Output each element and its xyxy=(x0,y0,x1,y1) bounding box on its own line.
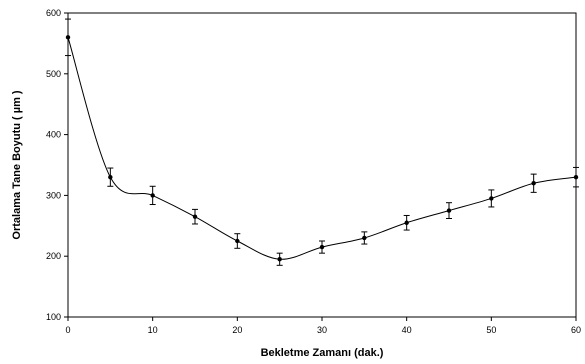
data-point xyxy=(65,35,71,40)
series-line xyxy=(67,37,577,260)
x-tick-label: 20 xyxy=(232,325,242,335)
data-point xyxy=(235,238,240,244)
y-tick-label: 100 xyxy=(46,312,61,322)
data-point xyxy=(531,181,536,186)
plot-frame xyxy=(67,12,577,318)
data-point xyxy=(489,196,494,201)
y-axis: 100 200 300 400 500 600 xyxy=(46,8,68,322)
x-tick-label: 40 xyxy=(402,325,412,335)
y-axis-title: Ortalama Tane Boyutu ( µm ) xyxy=(11,90,23,239)
x-axis-title: Bekletme Zamanı (dak.) xyxy=(261,347,384,359)
y-tick-label: 200 xyxy=(46,251,61,261)
plot-area xyxy=(67,12,577,318)
x-tick-label: 50 xyxy=(486,325,496,335)
x-tick-label: 0 xyxy=(65,325,70,335)
data-point xyxy=(277,257,282,262)
data-point xyxy=(319,244,325,250)
x-axis: 0 10 20 30 40 50 60 xyxy=(65,317,581,335)
y-tick-label: 300 xyxy=(46,190,61,200)
y-tick-label: 400 xyxy=(46,130,61,140)
x-tick-label: 10 xyxy=(148,325,158,335)
data-point xyxy=(362,235,367,241)
x-tick-label: 30 xyxy=(317,325,327,335)
y-tick-label: 600 xyxy=(46,8,61,18)
y-tick-label: 500 xyxy=(46,69,61,79)
data-point xyxy=(150,193,155,198)
data-point xyxy=(446,208,452,213)
data-point xyxy=(192,214,198,219)
data-point xyxy=(404,220,409,225)
x-tick-label: 60 xyxy=(571,325,581,335)
data-point xyxy=(108,174,113,180)
data-point xyxy=(573,174,579,180)
series xyxy=(65,18,579,266)
